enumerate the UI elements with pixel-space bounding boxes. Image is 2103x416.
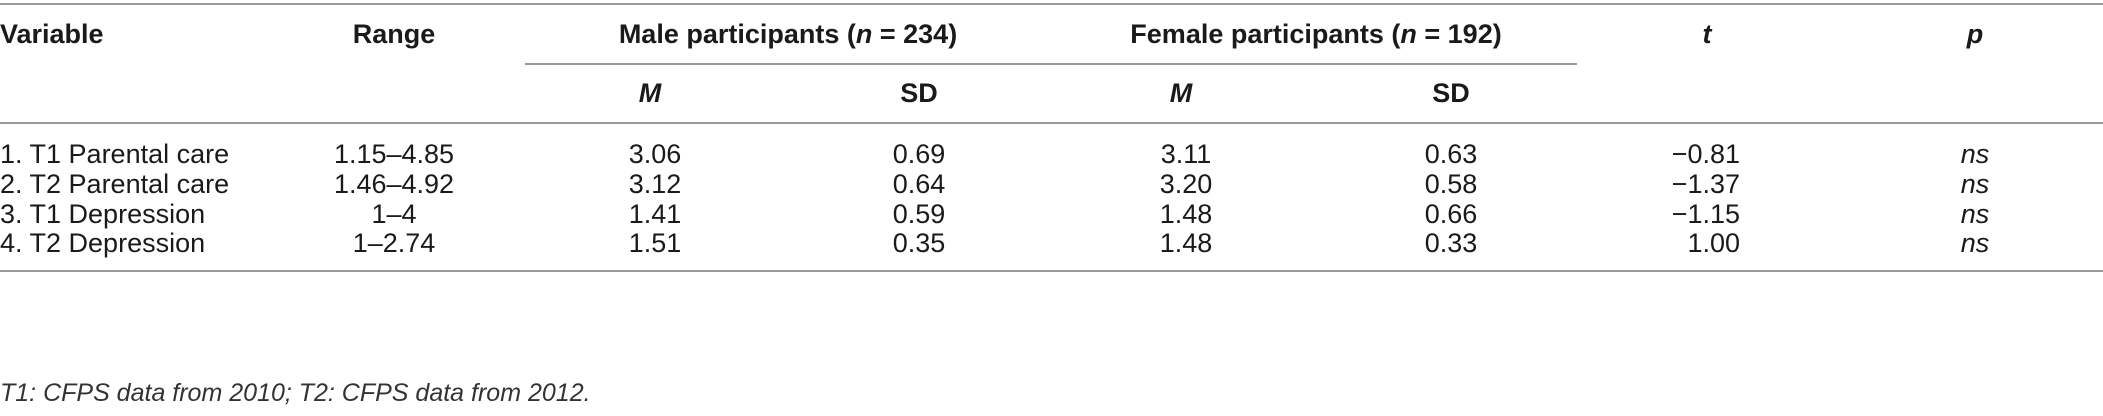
row4-female-m: 1.48	[1159, 228, 1213, 258]
header-male-participants: Male participants (n = 234)	[618, 19, 958, 49]
group-rule	[525, 63, 1577, 65]
row3-range: 1–4	[371, 199, 417, 229]
row1-male-sd: 0.69	[892, 139, 946, 169]
row3-p: ns	[1960, 199, 1990, 229]
table-footnote: T1: CFPS data from 2010; T2: CFPS data f…	[0, 379, 591, 407]
header-rule	[0, 122, 2103, 124]
row1-female-sd: 0.63	[1424, 139, 1478, 169]
header-t: t	[1702, 19, 1712, 49]
row1-p: ns	[1960, 139, 1990, 169]
row2-range: 1.46–4.92	[333, 169, 455, 199]
row1-female-m: 3.11	[1160, 139, 1212, 169]
top-rule	[0, 3, 2103, 5]
bottom-rule	[0, 270, 2103, 272]
row2-male-m: 3.12	[628, 169, 682, 199]
row3-male-m: 1.41	[628, 199, 682, 229]
header-range: Range	[352, 19, 436, 49]
header-female-m: M	[1169, 78, 1193, 108]
row4-t: 1.00	[1687, 228, 1740, 258]
row1-male-m: 3.06	[628, 139, 682, 169]
row4-female-sd: 0.33	[1424, 228, 1478, 258]
row4-male-sd: 0.35	[892, 228, 946, 258]
row1-variable: 1. T1 Parental care	[0, 139, 230, 169]
row2-female-sd: 0.58	[1424, 169, 1478, 199]
row3-female-sd: 0.66	[1424, 199, 1478, 229]
header-p: p	[1966, 19, 1984, 49]
header-female-participants: Female participants (n = 192)	[1130, 19, 1502, 49]
row2-female-m: 3.20	[1159, 169, 1213, 199]
header-female-sd: SD	[1432, 78, 1470, 108]
row2-variable: 2. T2 Parental care	[0, 169, 230, 199]
row3-variable: 3. T1 Depression	[0, 199, 206, 229]
row1-range: 1.15–4.85	[333, 139, 455, 169]
row4-male-m: 1.51	[628, 228, 682, 258]
row3-female-m: 1.48	[1159, 199, 1213, 229]
header-male-m: M	[638, 78, 662, 108]
row2-t: −1.37	[1671, 169, 1740, 199]
row2-male-sd: 0.64	[892, 169, 946, 199]
header-variable: Variable	[0, 19, 104, 49]
row4-range: 1–2.74	[352, 228, 436, 258]
row2-p: ns	[1960, 169, 1990, 199]
row4-p: ns	[1960, 228, 1990, 258]
row3-male-sd: 0.59	[892, 199, 946, 229]
row1-t: −0.81	[1671, 139, 1740, 169]
row3-t: −1.15	[1671, 199, 1740, 229]
row4-variable: 4. T2 Depression	[0, 228, 206, 258]
header-male-sd: SD	[900, 78, 938, 108]
